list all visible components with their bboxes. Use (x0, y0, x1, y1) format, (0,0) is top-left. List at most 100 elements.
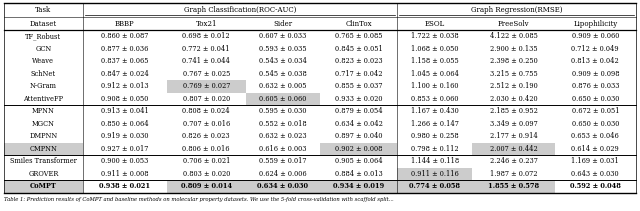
Bar (472, 30, 554, 42)
Text: GROVER: GROVER (28, 170, 58, 178)
Text: ESOL: ESOL (425, 19, 445, 27)
Bar (83, 80, 167, 92)
Text: GCN: GCN (35, 45, 51, 53)
Bar (167, 155, 246, 168)
Text: 0.543 ± 0.034: 0.543 ± 0.034 (259, 57, 307, 65)
Text: 0.717 ± 0.042: 0.717 ± 0.042 (335, 70, 382, 78)
Text: CMPNN: CMPNN (29, 145, 57, 153)
Text: 0.850 ± 0.064: 0.850 ± 0.064 (101, 120, 148, 128)
Text: Smiles Transformer: Smiles Transformer (10, 157, 77, 165)
Text: Lipophilicity: Lipophilicity (573, 19, 618, 27)
Bar (246, 155, 320, 168)
Text: DMPNN: DMPNN (29, 132, 58, 140)
Text: 0.624 ± 0.006: 0.624 ± 0.006 (259, 170, 307, 178)
Text: 2.900 ± 0.135: 2.900 ± 0.135 (490, 45, 537, 53)
Text: 0.765 ± 0.085: 0.765 ± 0.085 (335, 32, 382, 40)
Bar (320, 105, 397, 118)
Bar (246, 118, 320, 130)
Bar (4, 68, 83, 80)
Bar (472, 17, 554, 30)
Text: 0.634 ± 0.030: 0.634 ± 0.030 (257, 182, 308, 190)
Bar (320, 55, 397, 68)
Text: 4.122 ± 0.085: 4.122 ± 0.085 (490, 32, 538, 40)
Bar (246, 30, 320, 42)
Bar (397, 3, 636, 17)
Bar (320, 168, 397, 180)
Text: 3.349 ± 0.097: 3.349 ± 0.097 (490, 120, 538, 128)
Text: 0.545 ± 0.038: 0.545 ± 0.038 (259, 70, 307, 78)
Text: 0.712 ± 0.049: 0.712 ± 0.049 (572, 45, 619, 53)
Bar (397, 118, 472, 130)
Text: 0.876 ± 0.033: 0.876 ± 0.033 (572, 82, 619, 90)
Bar (83, 3, 397, 17)
Bar (167, 30, 246, 42)
Bar (320, 142, 397, 155)
Text: 0.650 ± 0.030: 0.650 ± 0.030 (572, 95, 619, 103)
Text: 0.913 ± 0.041: 0.913 ± 0.041 (101, 107, 148, 115)
Bar (397, 42, 472, 55)
Bar (246, 42, 320, 55)
Bar (554, 30, 636, 42)
Text: MPNN: MPNN (32, 107, 55, 115)
Text: N-Gram: N-Gram (30, 82, 57, 90)
Text: 0.980 ± 0.258: 0.980 ± 0.258 (411, 132, 459, 140)
Bar (4, 42, 83, 55)
Bar (246, 80, 320, 92)
Bar (246, 105, 320, 118)
Text: 0.634 ± 0.042: 0.634 ± 0.042 (335, 120, 383, 128)
Bar (246, 55, 320, 68)
Bar (167, 42, 246, 55)
Text: Tox21: Tox21 (195, 19, 217, 27)
Bar (167, 118, 246, 130)
Bar (320, 42, 397, 55)
Bar (167, 68, 246, 80)
Text: 2.512 ± 0.190: 2.512 ± 0.190 (490, 82, 538, 90)
Bar (4, 130, 83, 142)
Bar (4, 3, 83, 17)
Text: 0.806 ± 0.016: 0.806 ± 0.016 (182, 145, 230, 153)
Text: 0.741 ± 0.044: 0.741 ± 0.044 (182, 57, 230, 65)
Bar (4, 105, 83, 118)
Text: 1.100 ± 0.160: 1.100 ± 0.160 (411, 82, 459, 90)
Bar (83, 180, 167, 192)
Text: SchNet: SchNet (31, 70, 56, 78)
Text: 3.215 ± 0.755: 3.215 ± 0.755 (490, 70, 538, 78)
Text: 1.045 ± 0.064: 1.045 ± 0.064 (411, 70, 459, 78)
Text: 0.650 ± 0.030: 0.650 ± 0.030 (572, 120, 619, 128)
Text: 0.877 ± 0.036: 0.877 ± 0.036 (101, 45, 148, 53)
Bar (83, 130, 167, 142)
Text: 2.185 ± 0.952: 2.185 ± 0.952 (490, 107, 538, 115)
Text: 1.169 ± 0.031: 1.169 ± 0.031 (572, 157, 619, 165)
Text: 0.853 ± 0.060: 0.853 ± 0.060 (411, 95, 459, 103)
Bar (83, 30, 167, 42)
Text: 0.908 ± 0.050: 0.908 ± 0.050 (101, 95, 148, 103)
Text: AttentiveFP: AttentiveFP (23, 95, 63, 103)
Text: 2.398 ± 0.250: 2.398 ± 0.250 (490, 57, 538, 65)
Bar (83, 17, 167, 30)
Text: 1.722 ± 0.038: 1.722 ± 0.038 (411, 32, 459, 40)
Bar (320, 68, 397, 80)
Text: 0.909 ± 0.098: 0.909 ± 0.098 (572, 70, 619, 78)
Bar (4, 180, 83, 192)
Text: 2.177 ± 0.914: 2.177 ± 0.914 (490, 132, 538, 140)
Text: 0.632 ± 0.023: 0.632 ± 0.023 (259, 132, 307, 140)
Bar (554, 42, 636, 55)
Bar (83, 168, 167, 180)
Text: 0.767 ± 0.025: 0.767 ± 0.025 (182, 70, 230, 78)
Bar (554, 155, 636, 168)
Bar (167, 17, 246, 30)
Bar (320, 92, 397, 105)
Bar (167, 168, 246, 180)
Bar (4, 17, 83, 30)
Bar (246, 17, 320, 30)
Bar (320, 155, 397, 168)
Bar (167, 105, 246, 118)
Bar (83, 92, 167, 105)
Bar (472, 118, 554, 130)
Text: 1.987 ± 0.072: 1.987 ± 0.072 (490, 170, 537, 178)
Text: Sider: Sider (273, 19, 292, 27)
Text: 0.934 ± 0.019: 0.934 ± 0.019 (333, 182, 384, 190)
Text: 0.902 ± 0.008: 0.902 ± 0.008 (335, 145, 382, 153)
Bar (83, 68, 167, 80)
Bar (554, 105, 636, 118)
